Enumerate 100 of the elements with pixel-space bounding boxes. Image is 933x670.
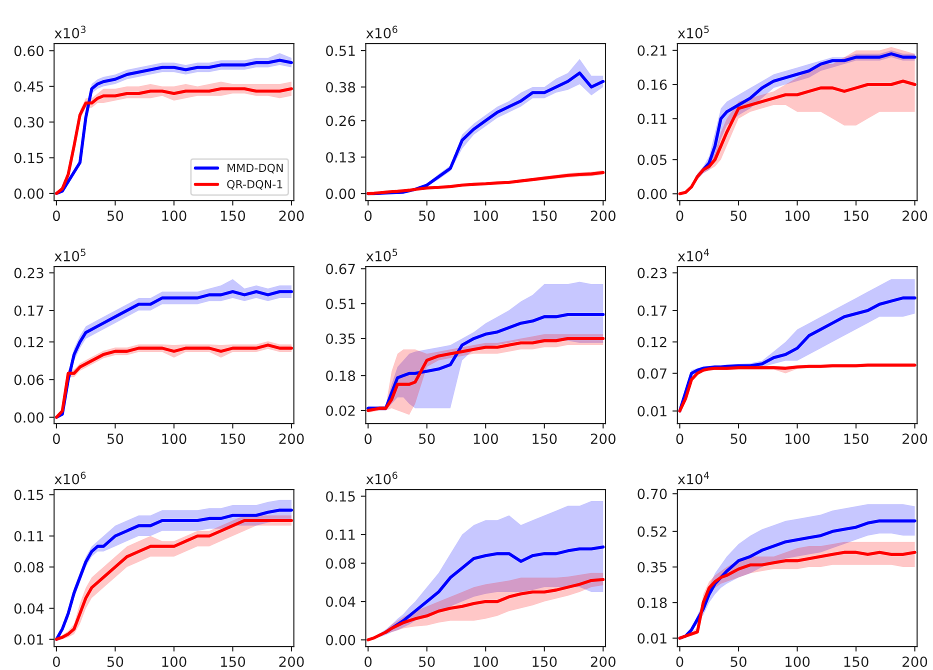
x-tick-label: 0	[676, 434, 684, 444]
x-tick-label: 150	[844, 656, 868, 668]
x-tick-label: 100	[474, 210, 498, 222]
y-tick-label: 0.30	[14, 117, 44, 128]
x-tick-label: 50	[730, 210, 746, 222]
text: x10$^{6}$	[54, 472, 86, 484]
y-tick-label: 0.18	[638, 598, 667, 608]
x-tick-label: 150	[221, 656, 246, 668]
x-tick-label: 0	[364, 210, 372, 222]
x-tick-label: 50	[107, 656, 124, 668]
y-tick-label: 0.05	[638, 154, 666, 166]
y-tick-label: 0.23	[14, 268, 44, 278]
x-tick-label: 150	[844, 434, 868, 444]
x-tick-label: 200	[279, 656, 304, 668]
y-tick-label: 0.21	[638, 45, 666, 56]
y-tick-label: 0.23	[638, 268, 667, 278]
y-tick-label: 0.00	[14, 188, 44, 199]
y-tick-label: 0.01	[14, 634, 44, 645]
y-tick-label: 0.15	[326, 491, 355, 502]
y-tick-label: 0.52	[638, 526, 666, 537]
x-tick-label: 50	[107, 210, 124, 222]
y-tick-label: 0.51	[326, 46, 355, 56]
text: x10$^{3}$	[54, 26, 86, 38]
y-tick-label: 0.35	[326, 333, 355, 344]
y-tick-label: 0.15	[14, 152, 44, 164]
y-tick-label: 0.38	[326, 82, 356, 92]
x-tick-label: 150	[532, 434, 557, 444]
x-tick-label: 0	[364, 434, 372, 444]
x-tick-label: 100	[162, 210, 186, 222]
y-tick-label: 0.01	[638, 406, 666, 416]
y-tick-label: 0.00	[14, 412, 44, 423]
y-tick-label: 0.17	[638, 305, 666, 316]
x-tick-label: 200	[902, 434, 928, 444]
x-tick-label: 0	[52, 434, 60, 444]
y-tick-label: 0.12	[638, 336, 666, 348]
y-tick-label: 0.04	[14, 603, 44, 614]
y-tick-label: 0.26	[326, 116, 356, 126]
y-tick-label: 0.00	[326, 188, 356, 200]
legend-label: QR-DQN-1	[227, 180, 282, 190]
y-tick-label: 0.08	[326, 558, 356, 569]
x-tick-label: 150	[221, 210, 246, 222]
text: x10$^{4}$	[678, 472, 710, 484]
y-tick-label: 0.67	[326, 264, 355, 274]
y-tick-label: 0.04	[326, 596, 356, 608]
x-tick-label: 0	[52, 656, 60, 668]
y-tick-label: 0.00	[638, 188, 667, 200]
x-tick-label: 0	[676, 210, 684, 222]
text: x10$^{5}$	[678, 26, 709, 38]
x-tick-label: 100	[162, 656, 186, 668]
x-tick-label: 100	[786, 434, 810, 444]
x-tick-label: 200	[902, 210, 928, 222]
y-tick-label: 0.17	[14, 305, 44, 316]
x-tick-label: 50	[730, 434, 746, 444]
x-tick-label: 50	[107, 434, 124, 444]
y-tick-label: 0.00	[326, 634, 356, 646]
y-tick-label: 0.51	[326, 298, 355, 310]
y-tick-label: 0.18	[326, 370, 356, 382]
y-tick-label: 0.45	[14, 81, 44, 92]
legend-label: MMD-DQN	[228, 164, 283, 174]
y-tick-label: 0.70	[638, 488, 667, 500]
x-tick-label: 150	[221, 434, 246, 444]
x-tick-label: 150	[532, 210, 557, 222]
x-tick-label: 200	[590, 656, 616, 668]
text: x10$^{5}$	[366, 248, 398, 262]
x-tick-label: 200	[279, 434, 304, 444]
x-tick-label: 200	[902, 656, 928, 668]
x-tick-label: 100	[162, 434, 186, 444]
x-tick-label: 200	[590, 210, 616, 222]
y-tick-label: 0.13	[326, 152, 355, 163]
x-tick-label: 50	[419, 434, 435, 444]
y-tick-label: 0.06	[14, 374, 44, 386]
y-tick-label: 0.15	[14, 490, 44, 500]
x-tick-label: 100	[786, 656, 810, 668]
y-tick-label: 0.60	[14, 46, 44, 56]
y-tick-label: 0.11	[638, 114, 666, 124]
x-tick-label: 200	[279, 210, 304, 222]
text: x10$^{5}$	[54, 248, 86, 262]
y-tick-label: 0.08	[14, 562, 44, 572]
y-tick-label: 0.16	[638, 79, 667, 90]
y-tick-label: 0.02	[326, 405, 355, 416]
y-tick-label: 0.12	[14, 336, 43, 348]
y-tick-label: 0.01	[638, 633, 666, 644]
x-tick-label: 100	[474, 434, 498, 444]
x-tick-label: 200	[590, 434, 616, 444]
x-tick-label: 50	[419, 656, 435, 668]
x-tick-label: 50	[419, 210, 435, 222]
y-tick-label: 0.11	[14, 530, 44, 542]
text: x10$^{6}$	[366, 26, 398, 38]
x-tick-label: 150	[844, 210, 868, 222]
y-tick-label: 0.07	[638, 368, 666, 379]
x-tick-label: 150	[532, 656, 557, 668]
x-tick-label: 0	[676, 656, 684, 668]
text: x10$^{4}$	[678, 248, 710, 262]
x-tick-label: 50	[730, 656, 746, 668]
y-tick-label: 0.35	[638, 562, 666, 572]
x-tick-label: 0	[364, 656, 372, 668]
x-tick-label: 0	[52, 210, 60, 222]
x-tick-label: 100	[786, 210, 810, 222]
x-tick-label: 100	[474, 656, 498, 668]
y-tick-label: 0.11	[326, 529, 355, 540]
